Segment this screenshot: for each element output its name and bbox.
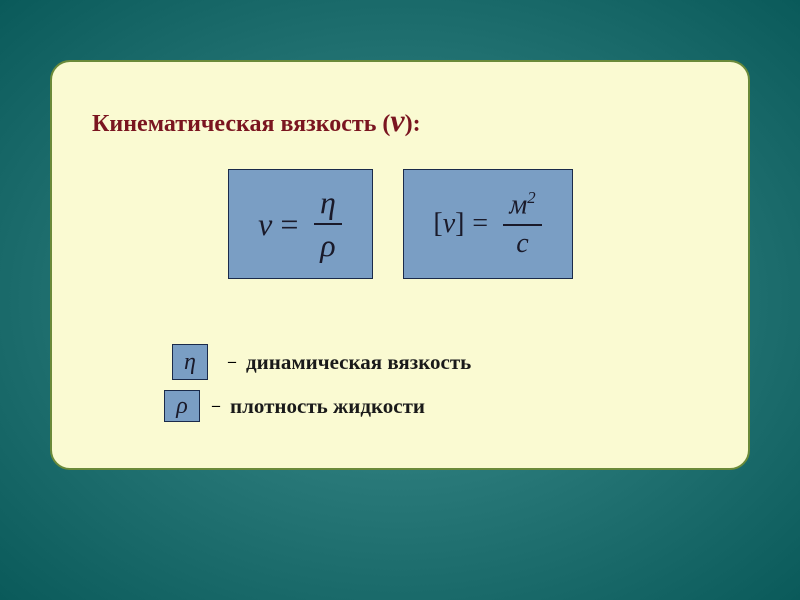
eq2-num-base: м <box>509 190 527 221</box>
title-symbol: ν <box>390 102 404 138</box>
legend-item-rho: ρ – плотность жидкости <box>164 390 708 422</box>
legend-symbol-eta: η <box>172 344 208 380</box>
title-close: ): <box>405 111 421 137</box>
title: Кинематическая вязкость (ν): <box>92 102 708 139</box>
legend: η – динамическая вязкость ρ – плотность … <box>172 344 708 422</box>
legend-text-rho: плотность жидкости <box>230 394 425 419</box>
eq2-num-exp: 2 <box>527 188 535 207</box>
eq2-op: = <box>470 208 489 240</box>
eq1-denominator: ρ <box>314 225 341 264</box>
legend-text-eta: динамическая вязкость <box>246 350 471 375</box>
eq2-var: ν <box>443 208 455 240</box>
formulas-row: ν = η ρ [ν] = м2 с <box>92 169 708 279</box>
eq2-denominator: с <box>510 226 534 260</box>
legend-dash: – <box>228 353 236 371</box>
content-card: Кинематическая вязкость (ν): ν = η ρ [ν]… <box>50 60 750 470</box>
eq1-lhs: ν <box>258 206 272 243</box>
eq1-fraction: η ρ <box>314 184 342 264</box>
eq1-numerator: η <box>314 184 342 223</box>
eq1-op: = <box>278 206 300 243</box>
eq2-bracket-close: ] <box>455 208 464 240</box>
eq2-fraction: м2 с <box>503 188 541 259</box>
formula-definition: ν = η ρ <box>228 169 373 279</box>
title-text: Кинематическая вязкость ( <box>92 111 390 137</box>
eq2-bracket-open: [ <box>433 208 442 240</box>
legend-symbol-rho: ρ <box>164 390 200 422</box>
legend-item-eta: η – динамическая вязкость <box>172 344 708 380</box>
eq2-numerator: м2 <box>503 188 541 223</box>
legend-dash: – <box>212 397 220 415</box>
formula-units: [ν] = м2 с <box>403 169 573 279</box>
